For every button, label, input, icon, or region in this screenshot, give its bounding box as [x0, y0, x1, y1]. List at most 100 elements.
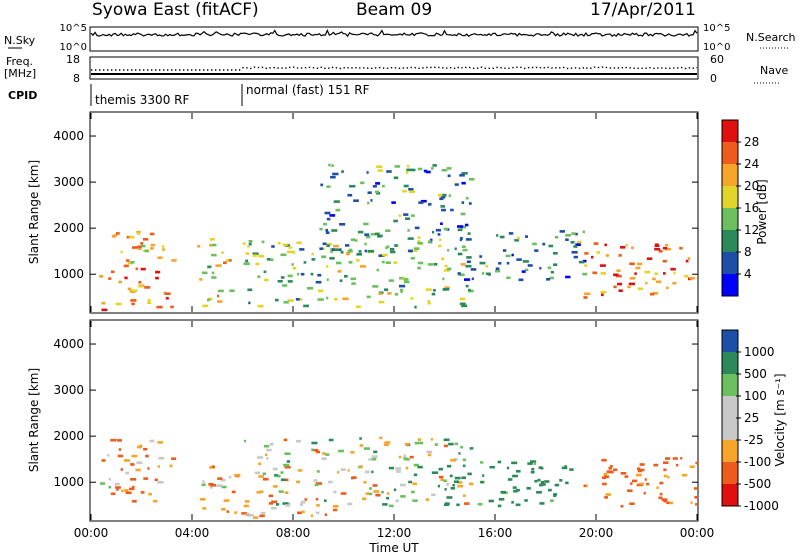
scatter-cell	[337, 270, 342, 273]
scatter-cell	[372, 285, 379, 288]
scatter-cell	[403, 280, 410, 284]
scatter-cell	[516, 470, 521, 473]
scatter-cell	[547, 266, 552, 270]
scatter-cell	[398, 455, 402, 459]
scatter-cell	[515, 488, 520, 492]
scatter-cell	[283, 438, 288, 442]
scatter-cell	[147, 467, 150, 470]
scatter-cell	[296, 480, 300, 484]
scatter-cell	[101, 308, 108, 312]
scatter-cell	[382, 503, 388, 506]
scatter-cell	[461, 172, 468, 175]
scatter-cell	[311, 258, 316, 261]
power-colorbar-label: 16	[744, 201, 759, 215]
scatter-cell	[332, 505, 339, 508]
scatter-cell	[295, 298, 300, 301]
scatter-cell	[432, 164, 437, 167]
scatter-cell	[138, 247, 142, 251]
velocity-y-tick-label: 1000	[53, 475, 84, 489]
scatter-cell	[437, 233, 441, 236]
scatter-cell	[400, 290, 403, 294]
scatter-cell	[508, 232, 514, 235]
scatter-cell	[388, 466, 394, 470]
scatter-cell	[615, 274, 622, 278]
scatter-cell	[592, 271, 598, 275]
scatter-cell	[390, 250, 396, 254]
scatter-cell	[368, 492, 373, 496]
scatter-cell	[438, 244, 442, 248]
scatter-cell	[272, 485, 278, 488]
velocity-colorbar-label: 25	[744, 411, 759, 425]
scatter-cell	[295, 439, 301, 443]
scatter-cell	[393, 261, 398, 264]
scatter-cell	[324, 211, 331, 215]
scatter-cell	[313, 449, 319, 452]
scatter-cell	[263, 444, 270, 448]
scatter-cell	[676, 463, 679, 467]
scatter-cell	[335, 261, 342, 265]
scatter-cell	[131, 302, 135, 306]
scatter-cell	[539, 266, 542, 270]
scatter-cell	[454, 442, 459, 446]
scatter-cell	[356, 259, 360, 262]
scatter-cell	[321, 457, 327, 460]
scatter-cell	[314, 483, 319, 487]
scatter-cell	[536, 491, 542, 494]
scatter-cell	[321, 255, 327, 259]
scatter-cell	[376, 165, 383, 168]
velocity-colorbar-swatch	[722, 484, 738, 507]
scatter-cell	[507, 478, 513, 481]
scatter-cell	[460, 212, 466, 216]
scatter-cell	[395, 499, 399, 503]
scatter-cell	[427, 299, 430, 303]
scatter-cell	[376, 192, 381, 195]
scatter-cell	[403, 454, 406, 457]
scatter-cell	[225, 259, 230, 262]
scatter-cell	[450, 208, 454, 212]
scatter-cell	[375, 232, 380, 236]
scatter-cell	[404, 442, 410, 446]
scatter-cell	[317, 273, 322, 277]
scatter-cell	[584, 484, 588, 488]
scatter-cell	[440, 222, 443, 225]
scatter-cell	[328, 163, 331, 167]
scatter-cell	[460, 263, 466, 266]
scatter-cell	[456, 481, 463, 484]
scatter-cell	[610, 465, 613, 468]
scatter-cell	[304, 498, 308, 501]
scatter-cell	[383, 288, 389, 291]
scatter-cell	[116, 439, 122, 442]
scatter-cell	[325, 453, 330, 456]
scatter-cell	[414, 305, 417, 309]
scatter-cell	[147, 298, 151, 302]
scatter-cell	[596, 251, 601, 254]
scatter-cell	[342, 297, 349, 301]
scatter-cell	[540, 466, 544, 470]
scatter-cell	[417, 465, 423, 469]
scatter-cell	[681, 473, 688, 477]
scatter-cell	[679, 246, 683, 250]
scatter-cell	[537, 478, 541, 482]
scatter-cell	[465, 196, 469, 200]
scatter-cell	[575, 232, 578, 236]
scatter-cell	[322, 247, 325, 251]
scatter-cell	[512, 486, 517, 489]
scatter-cell	[223, 499, 230, 502]
scatter-cell	[399, 276, 405, 280]
scatter-cell	[131, 454, 138, 458]
scatter-cell	[405, 217, 411, 220]
scatter-cell	[130, 261, 135, 264]
scatter-cell	[311, 448, 315, 452]
scatter-cell	[582, 272, 588, 276]
scatter-cell	[444, 286, 450, 289]
scatter-cell	[326, 185, 331, 188]
scatter-cell	[462, 458, 467, 462]
scatter-cell	[266, 258, 271, 261]
scatter-cell	[573, 245, 578, 248]
scatter-cell	[130, 463, 133, 466]
scatter-cell	[326, 278, 329, 281]
scatter-cell	[511, 461, 518, 465]
scatter-cell	[272, 467, 278, 471]
scatter-cell	[363, 447, 370, 450]
scatter-cell	[334, 298, 338, 301]
